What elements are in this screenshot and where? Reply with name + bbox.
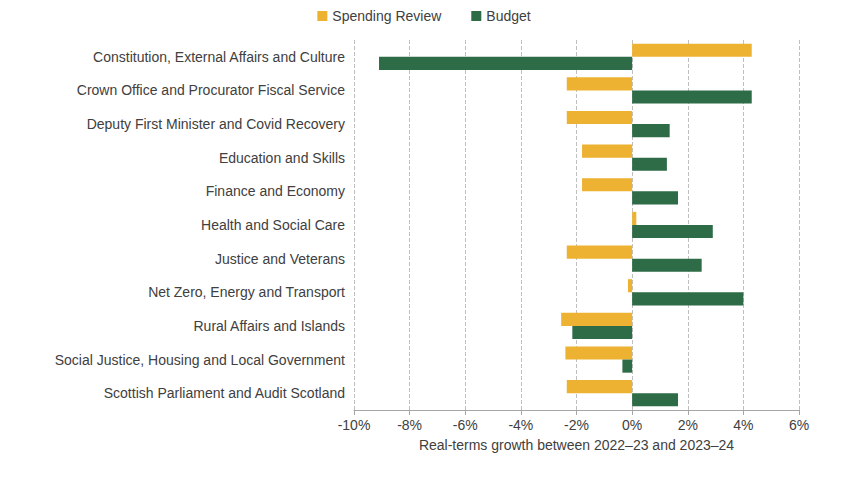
svg-text:Finance and Economy: Finance and Economy [206,183,345,199]
svg-text:Education and Skills: Education and Skills [219,150,345,166]
svg-text:0%: 0% [622,417,642,433]
svg-text:-2%: -2% [564,417,589,433]
svg-text:Health and Social Care: Health and Social Care [201,217,345,233]
svg-text:4%: 4% [733,417,753,433]
svg-text:Real-terms growth between 2022: Real-terms growth between 2022–23 and 20… [419,437,734,453]
svg-text:Deputy First Minister and Covi: Deputy First Minister and Covid Recovery [87,116,345,132]
svg-text:-8%: -8% [397,417,422,433]
svg-text:2%: 2% [678,417,698,433]
svg-text:Spending Review: Spending Review [332,8,442,24]
svg-text:Net Zero, Energy and Transport: Net Zero, Energy and Transport [148,284,345,300]
svg-text:Social Justice, Housing and Lo: Social Justice, Housing and Local Govern… [55,352,345,368]
svg-text:-6%: -6% [453,417,478,433]
svg-text:-10%: -10% [338,417,371,433]
svg-text:Justice and Veterans: Justice and Veterans [215,251,345,267]
svg-text:Budget: Budget [486,8,530,24]
svg-text:-4%: -4% [508,417,533,433]
svg-text:Scottish Parliament and Audit: Scottish Parliament and Audit Scotland [104,385,345,401]
svg-text:6%: 6% [789,417,809,433]
svg-text:Rural Affairs and Islands: Rural Affairs and Islands [194,318,346,334]
svg-text:Crown Office and Procurator Fi: Crown Office and Procurator Fiscal Servi… [77,82,345,98]
svg-text:Constitution, External Affairs: Constitution, External Affairs and Cultu… [93,49,345,65]
